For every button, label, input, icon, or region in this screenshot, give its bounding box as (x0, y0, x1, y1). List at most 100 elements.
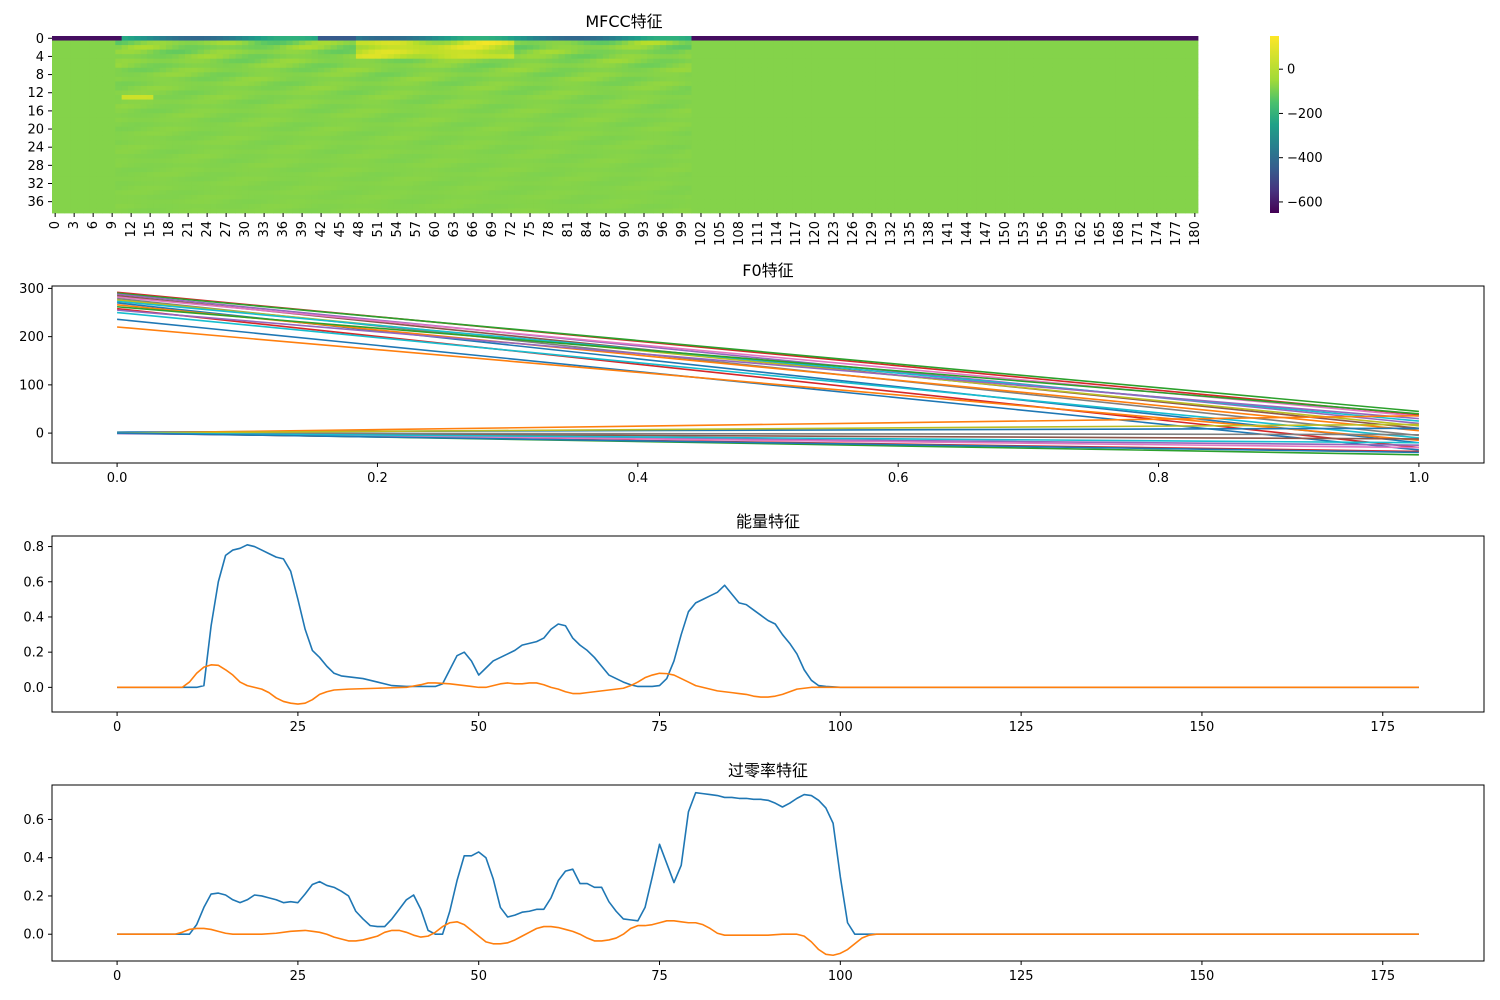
heatmap-cell (102, 99, 110, 105)
heatmap-cell (647, 85, 654, 91)
heatmap-cell (336, 72, 344, 78)
heatmap-cell (343, 85, 350, 91)
heatmap-cell (647, 126, 654, 132)
heatmap-cell (450, 131, 458, 137)
heatmap-cell (583, 90, 591, 96)
heatmap-cell (178, 85, 186, 91)
heatmap-cell (805, 85, 813, 91)
heatmap-cell (951, 40, 958, 46)
heatmap-cell (1027, 117, 1034, 123)
heatmap-cell (609, 158, 616, 164)
heatmap-cell (944, 99, 952, 105)
heatmap-cell (799, 76, 806, 82)
heatmap-cell (1115, 76, 1123, 82)
heatmap-cell (1058, 113, 1066, 119)
heatmap-cell (666, 90, 673, 96)
heatmap-cell (913, 108, 920, 114)
heatmap-cell (450, 158, 458, 164)
heatmap-cell (254, 72, 262, 78)
heatmap-cell (799, 72, 806, 78)
heatmap-cell (805, 67, 813, 73)
heatmap-cell (742, 36, 749, 41)
heatmap-cell (159, 63, 167, 69)
heatmap-cell (374, 108, 382, 114)
heatmap-cell (729, 126, 737, 132)
heatmap-cell (191, 67, 199, 73)
heatmap-cell (697, 45, 705, 51)
heatmap-cell (748, 95, 756, 100)
heatmap-cell (875, 131, 882, 137)
heatmap-cell (944, 104, 952, 110)
heatmap-cell (134, 99, 142, 105)
heatmap-cell (837, 113, 844, 119)
heatmap-cell (919, 144, 927, 150)
heatmap-cell (818, 144, 825, 150)
heatmap-cell (995, 135, 1003, 141)
heatmap-cell (1039, 81, 1047, 87)
heatmap-cell (457, 36, 464, 41)
heatmap-cell (704, 72, 711, 78)
heatmap-cell (248, 149, 256, 155)
heatmap-cell (1122, 95, 1129, 100)
heatmap-cell (906, 122, 914, 128)
heatmap-cell (761, 122, 768, 128)
heatmap-cell (1008, 99, 1015, 105)
heatmap-cell (564, 104, 572, 110)
heatmap-cell (1160, 76, 1167, 82)
heatmap-cell (406, 126, 414, 132)
heatmap-cell (824, 76, 832, 82)
heatmap-cell (210, 95, 218, 100)
heatmap-cell (450, 67, 458, 73)
heatmap-cell (906, 104, 914, 110)
heatmap-cell (748, 113, 756, 119)
heatmap-cell (1103, 58, 1110, 64)
heatmap-cell (906, 45, 914, 51)
heatmap-cell (634, 40, 642, 46)
heatmap-cell (317, 108, 325, 114)
heatmap-cell (982, 154, 990, 159)
heatmap-cell (1179, 45, 1186, 51)
heatmap-cell (311, 76, 319, 82)
heatmap-cell (577, 126, 585, 132)
heatmap-cell (1122, 49, 1129, 55)
heatmap-cell (165, 49, 173, 55)
heatmap-cell (533, 108, 540, 114)
heatmap-cell (89, 144, 97, 150)
heatmap-cell (653, 154, 661, 159)
heatmap-cell (362, 104, 369, 110)
heatmap-cell (558, 85, 566, 91)
heatmap-cell (906, 76, 914, 82)
heatmap-cell (406, 149, 414, 155)
heatmap-cell (425, 126, 433, 132)
heatmap-cell (1033, 104, 1041, 110)
heatmap-cell (406, 117, 414, 123)
heatmap-cell (526, 81, 534, 87)
heatmap-cell (507, 49, 515, 55)
heatmap-cell (305, 117, 312, 123)
heatmap-cell (438, 158, 445, 164)
heatmap-cell (659, 99, 667, 105)
heatmap-cell (615, 158, 623, 164)
heatmap-cell (811, 81, 819, 87)
heatmap-cell (533, 54, 540, 60)
heatmap-cell (495, 144, 502, 150)
heatmap-cell (856, 85, 863, 91)
heatmap-cell (476, 144, 483, 150)
heatmap-cell (343, 113, 350, 119)
heatmap-cell (450, 76, 458, 82)
heatmap-cell (438, 49, 445, 55)
heatmap-cell (368, 117, 376, 123)
heatmap-cell (444, 36, 452, 41)
heatmap-cell (172, 45, 180, 51)
heatmap-cell (672, 117, 680, 123)
heatmap-cell (1090, 99, 1098, 105)
heatmap-cell (919, 135, 927, 141)
heatmap-cell (710, 135, 718, 141)
heatmap-cell (1141, 76, 1148, 82)
heatmap-cell (172, 126, 180, 132)
heatmap-cell (1077, 90, 1085, 96)
heatmap-cell (140, 72, 148, 78)
heatmap-cell (425, 81, 433, 87)
heatmap-cell (615, 49, 623, 55)
heatmap-cell (419, 144, 426, 150)
